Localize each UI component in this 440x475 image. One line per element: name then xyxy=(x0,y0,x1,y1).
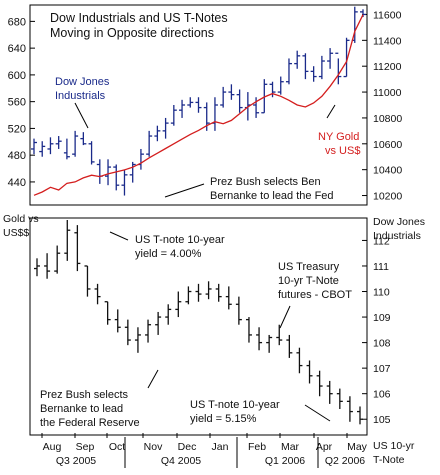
annotation-yield-400-arrow xyxy=(109,231,129,241)
x-axis-month-label: Mar xyxy=(281,441,300,453)
x-axis-month-label: Feb xyxy=(248,441,266,453)
bottom-panel-frame xyxy=(29,217,368,436)
bottom-right-axis-label-1: US 10-yr xyxy=(373,440,415,452)
x-axis-month-label: Oct xyxy=(109,441,125,453)
x-axis-quarter-label: Q3 2005 xyxy=(56,455,96,467)
x-axis-month-label: Dec xyxy=(178,441,197,453)
annotation-gold-arrow xyxy=(326,104,336,119)
annotation-yield-515-1: US T-note 10-year xyxy=(190,399,280,411)
annotation-dow-arrow xyxy=(74,102,89,129)
x-axis-quarter-label: Q1 2006 xyxy=(265,455,305,467)
right-axis-tick-label: 10800 xyxy=(373,113,402,125)
left-axis-label: Gold vs xyxy=(3,213,39,225)
x-axis-month-label: Apr xyxy=(316,441,333,453)
annotation-dow-label-2: Industrials xyxy=(55,90,106,102)
right-axis-tick-label: 11400 xyxy=(373,35,402,47)
annotation-tnote-label-2: 10-yr T-Note xyxy=(278,275,339,287)
left-axis-tick-label: 520 xyxy=(8,123,26,135)
x-axis-month-label: Jan xyxy=(212,441,229,453)
annotation-bernanke-bottom-1: Prez Bush selects xyxy=(40,389,129,401)
x-axis-quarter-label: Q4 2005 xyxy=(161,455,201,467)
left-axis-tick-label: 640 xyxy=(8,43,26,55)
left-axis-tick-label: 560 xyxy=(8,97,26,109)
annotation-gold-label-2: vs US$ xyxy=(325,145,360,157)
right-axis-tick-label: 108 xyxy=(373,338,391,350)
right-axis-tick-label: 11600 xyxy=(373,9,402,21)
bottom-right-axis-label-2: T-Note xyxy=(373,454,405,466)
annotation-bernanke-top-2: Bernanke to lead the Fed xyxy=(210,190,334,202)
annotation-tnote-label-1: US Treasury xyxy=(278,261,340,273)
gold-series-line xyxy=(33,14,364,196)
annotation-tnote-label-3: futures - CBOT xyxy=(278,289,352,301)
right-axis-tick-label: 11000 xyxy=(373,87,402,99)
annotation-bernanke-top-1: Prez Bush selects Ben xyxy=(210,176,321,188)
right-axis-label: Industrials xyxy=(373,230,421,242)
left-axis-tick-label: 440 xyxy=(8,177,26,189)
annotation-bernanke-bottom-3: the Federal Reserve xyxy=(40,417,140,429)
left-axis-tick-label: 480 xyxy=(8,150,26,162)
annotation-gold-label-1: NY Gold xyxy=(318,131,359,143)
chart-title-line: Dow Industrials and US T-Notes xyxy=(50,11,228,25)
right-axis-tick-label: 109 xyxy=(373,312,391,324)
right-axis-tick-label: 10200 xyxy=(373,191,402,203)
top-panel-frame xyxy=(29,4,368,206)
left-axis-tick-label: 680 xyxy=(8,16,26,28)
annotation-bernanke-top-arrow xyxy=(164,183,205,198)
right-axis-tick-label: 11200 xyxy=(373,61,402,73)
right-axis-tick-label: 106 xyxy=(373,389,391,401)
chart-title-line: Moving in Opposite directions xyxy=(50,26,214,40)
right-axis-tick-label: 112 xyxy=(373,235,390,247)
x-axis-month-label: Nov xyxy=(144,441,163,453)
annotation-yield-400-1: US T-note 10-year xyxy=(135,234,225,246)
right-axis-tick-label: 110 xyxy=(373,287,390,299)
right-axis-label: Dow Jones xyxy=(373,216,425,228)
x-axis-quarter-label: Q2 2006 xyxy=(325,455,365,467)
annotation-yield-515-arrow xyxy=(304,404,331,422)
annotation-yield-515-2: yield = 5.15% xyxy=(190,413,257,425)
right-axis-tick-label: 10400 xyxy=(373,165,402,177)
right-axis-tick-label: 111 xyxy=(373,261,389,273)
left-axis-label: US$$ xyxy=(3,227,29,239)
right-axis-tick-label: 107 xyxy=(373,363,391,375)
right-axis-tick-label: 10600 xyxy=(373,139,402,151)
annotation-dow-label-1: Dow Jones xyxy=(55,76,110,88)
right-axis-tick-label: 105 xyxy=(373,414,391,426)
x-axis-month-label: Sep xyxy=(76,441,95,453)
annotation-bernanke-bottom-arrow xyxy=(147,369,159,389)
annotation-yield-400-2: yield = 4.00% xyxy=(135,248,202,260)
x-axis-month-label: Aug xyxy=(43,441,62,453)
annotation-tnote-arrow xyxy=(279,305,291,329)
left-axis-tick-label: 600 xyxy=(8,70,26,82)
annotation-bernanke-bottom-2: Bernanke to lead xyxy=(40,403,123,415)
x-axis-month-label: May xyxy=(347,441,368,453)
